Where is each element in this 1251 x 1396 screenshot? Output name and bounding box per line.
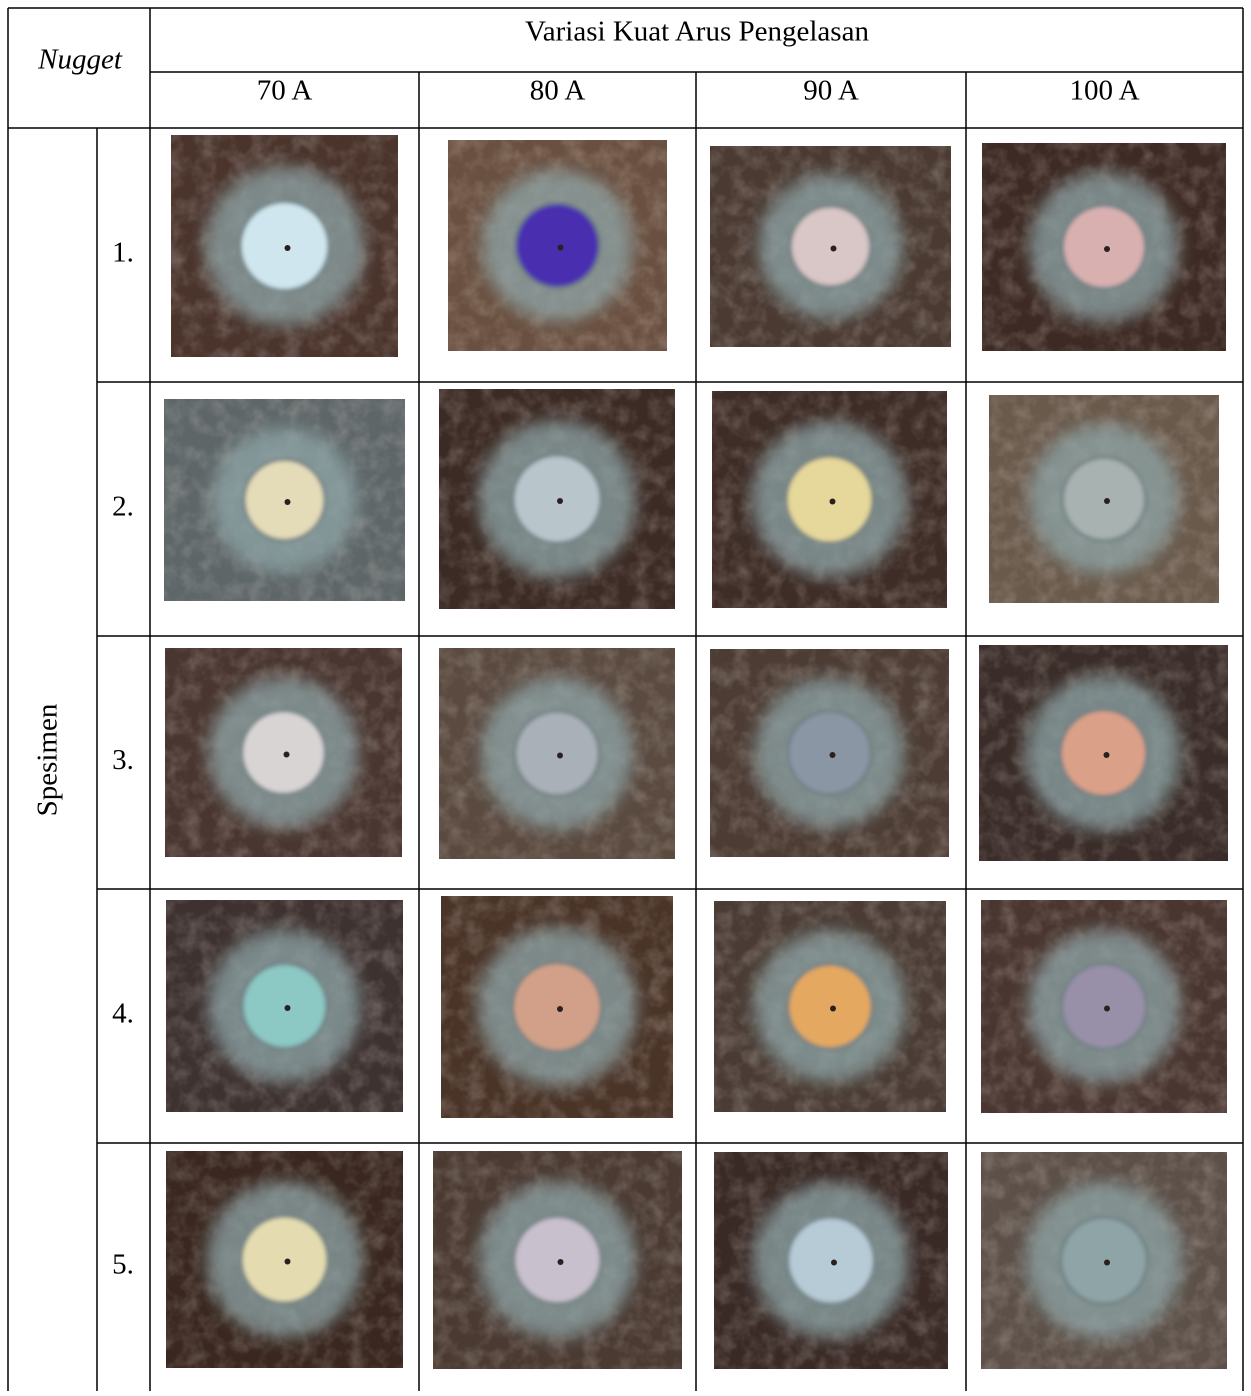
weld-nugget <box>513 455 601 543</box>
weld-nugget <box>788 711 871 794</box>
corner-header: Nugget <box>37 44 123 76</box>
weld-photo <box>439 389 675 609</box>
photo-content <box>1026 675 1182 831</box>
weld-nugget <box>788 1217 875 1304</box>
weld-center <box>285 1259 291 1265</box>
weld-photo <box>166 1151 403 1368</box>
weld-nugget <box>242 964 327 1049</box>
weld-photo <box>710 649 949 857</box>
weld-center <box>1104 1006 1110 1012</box>
weld-center <box>830 752 836 758</box>
weld-center <box>831 1260 837 1266</box>
weld-photo <box>714 901 946 1112</box>
photo-content <box>481 678 633 830</box>
weld-center <box>1104 498 1110 504</box>
weld-center <box>284 752 290 758</box>
weld-photo <box>979 645 1228 861</box>
weld-photo <box>710 146 951 347</box>
weld-nugget <box>513 963 602 1052</box>
weld-nugget <box>514 1216 601 1303</box>
photo-content <box>206 1181 362 1337</box>
weld-center <box>557 753 563 759</box>
photo-content <box>477 927 637 1087</box>
row-label: 4. <box>112 998 134 1030</box>
row-label: 3. <box>112 744 134 776</box>
photo-content <box>758 174 903 319</box>
weld-nugget <box>244 460 325 541</box>
column-header: 100 A <box>1069 75 1139 107</box>
nugget-table: Nugget Variasi Kuat Arus Pengelasan Spes… <box>0 0 1251 1391</box>
weld-center <box>830 499 836 505</box>
weld-photo <box>981 900 1227 1113</box>
weld-nugget <box>786 456 873 543</box>
photo-content <box>1026 1182 1182 1338</box>
weld-nugget <box>241 1216 328 1303</box>
weld-photo <box>166 900 403 1112</box>
column-header: 70 A <box>257 75 313 107</box>
weld-center <box>285 1005 291 1011</box>
photo-content <box>751 421 907 577</box>
photo-content <box>479 1182 636 1339</box>
row-label: 5. <box>112 1249 134 1281</box>
weld-nugget <box>515 203 599 287</box>
weld-nugget <box>240 202 329 291</box>
photo-content <box>212 427 357 572</box>
weld-photo <box>439 648 675 859</box>
photo-content <box>755 678 905 828</box>
weld-photo <box>982 143 1226 351</box>
weld-nugget <box>242 711 326 795</box>
column-header: 90 A <box>803 75 859 107</box>
weld-photo <box>981 1152 1227 1369</box>
weld-nugget <box>790 206 870 286</box>
weld-nugget <box>788 964 872 1048</box>
weld-center <box>830 1006 836 1012</box>
weld-photo <box>171 135 398 357</box>
photo-content <box>205 166 365 326</box>
photo-content <box>482 170 634 322</box>
weld-photo <box>441 896 673 1118</box>
weld-photo <box>712 391 947 608</box>
weld-center <box>831 246 837 252</box>
weld-nugget <box>1062 457 1145 540</box>
photo-content <box>208 930 361 1083</box>
photo-content <box>753 1182 909 1338</box>
weld-center <box>285 245 291 251</box>
photo-content <box>1027 930 1180 1083</box>
weld-center <box>557 498 563 504</box>
photo-content <box>478 420 636 578</box>
weld-nugget <box>1061 964 1146 1049</box>
weld-center <box>1104 752 1110 758</box>
weld-nugget <box>1062 205 1145 288</box>
weld-center <box>557 1006 563 1012</box>
group-header: Variasi Kuat Arus Pengelasan <box>525 16 869 48</box>
row-label: 1. <box>112 237 134 269</box>
photo-content <box>208 677 358 827</box>
weld-nugget <box>515 711 599 795</box>
column-header: 80 A <box>530 75 586 107</box>
weld-photo <box>164 399 405 601</box>
weld-photo <box>165 648 402 857</box>
weld-photo <box>989 395 1219 603</box>
row-group-label: Spesimen <box>32 703 64 816</box>
weld-center <box>558 245 564 251</box>
row-label: 2. <box>112 491 134 523</box>
weld-nugget <box>1061 1217 1148 1304</box>
weld-center <box>558 1259 564 1265</box>
weld-photo <box>714 1152 948 1369</box>
photo-content <box>1029 424 1179 574</box>
photo-content <box>754 931 906 1083</box>
weld-nugget <box>1060 710 1146 796</box>
weld-center <box>1104 1260 1110 1266</box>
weld-center <box>285 499 291 505</box>
photo-content <box>1029 172 1179 322</box>
weld-photo <box>448 140 667 351</box>
weld-center <box>1104 246 1110 252</box>
weld-photo <box>433 1151 682 1369</box>
